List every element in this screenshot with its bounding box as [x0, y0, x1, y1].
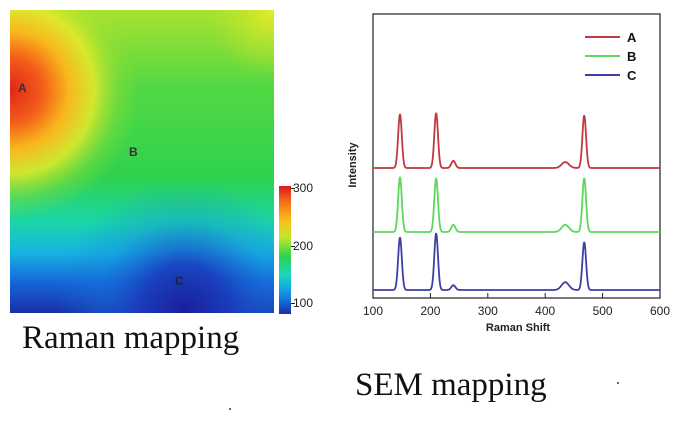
x-tick-label: 100	[363, 304, 383, 318]
series-line-a	[373, 112, 660, 169]
colorbar-tick-line	[291, 246, 295, 247]
x-tick-label: 300	[478, 304, 498, 318]
legend-label: B	[627, 49, 636, 64]
spectra-title: SEM mapping	[355, 367, 547, 403]
x-tick-label: 600	[650, 304, 670, 318]
colorbar-tick-label: 100	[293, 296, 314, 310]
x-tick-label: 400	[535, 304, 555, 318]
colorbar	[279, 186, 291, 314]
colorbar-tick-line	[291, 188, 295, 189]
series-group	[373, 112, 660, 291]
colorbar-tick-line	[291, 303, 295, 304]
spectra-chart: 100 200 300 400 500 600 ABC Raman Shift Inten…	[347, 13, 670, 334]
x-tick-label: 200	[420, 304, 440, 318]
x-tick-label: 500	[593, 304, 613, 318]
speck	[617, 382, 619, 384]
x-axis-label: Raman Shift	[486, 322, 551, 334]
heatmap-svg: A B C	[10, 10, 274, 313]
legend-label: A	[627, 30, 637, 45]
colorbar-tick-label: 300	[293, 181, 314, 195]
point-label-c: C	[175, 274, 184, 288]
legend-label: C	[627, 68, 637, 83]
y-axis-label: Intensity	[347, 142, 359, 188]
speck	[229, 408, 231, 410]
colorbar-tick-label: 200	[293, 239, 314, 253]
x-axis: 100 200 300 400 500 600	[363, 293, 670, 318]
raman-heatmap: A B C	[10, 10, 274, 313]
heatmap-cold-region	[10, 10, 274, 313]
plot-frame	[372, 13, 661, 299]
point-label-a: A	[18, 81, 27, 95]
series-line-b	[373, 176, 660, 233]
point-label-b: B	[129, 145, 138, 159]
heatmap-title: Raman mapping	[22, 320, 240, 356]
legend: ABC	[585, 30, 637, 83]
series-line-c	[373, 232, 660, 291]
